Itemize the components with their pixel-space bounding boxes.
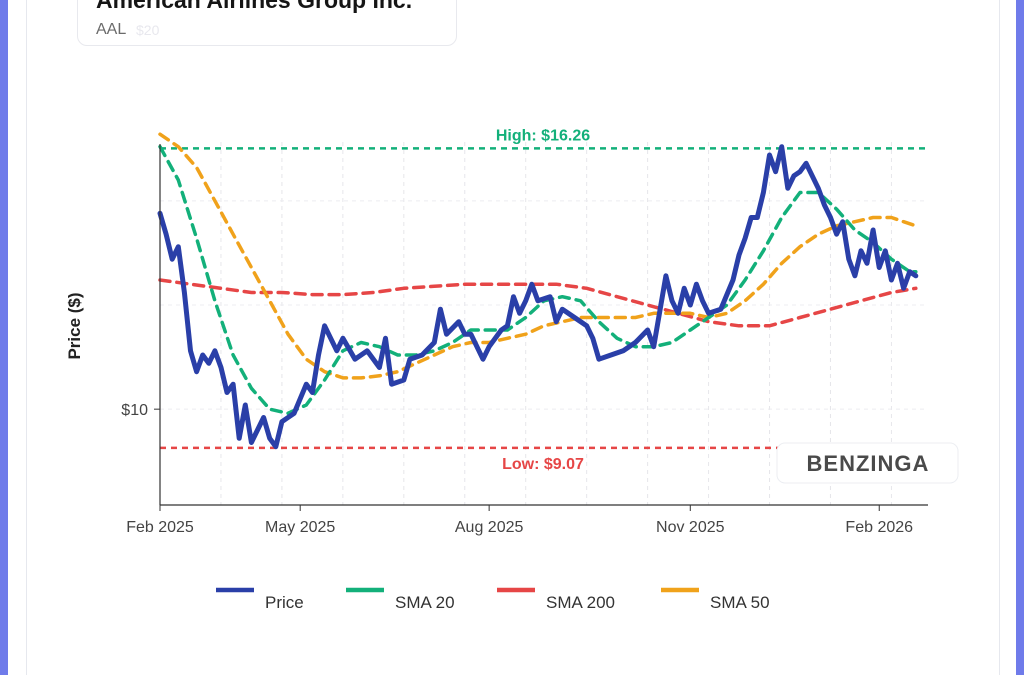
benzinga-watermark: BENZINGA — [807, 451, 930, 476]
x-tick-label: Feb 2026 — [845, 519, 913, 536]
legend-label-sma200: SMA 200 — [546, 593, 615, 612]
legend-label-sma50: SMA 50 — [710, 593, 770, 612]
chart-axes: Feb 2025 May 2025 Aug 2025 Nov 2025 Feb 2026… — [121, 144, 928, 536]
company-name: American Airlines Group Inc. — [96, 0, 413, 13]
series-line-sma50 — [158, 132, 918, 380]
low-label: Low: $9.07 — [502, 456, 584, 473]
chart-grid — [160, 142, 928, 505]
page-frame: $20 American Airlines Group Inc. AAL — [8, 0, 1016, 675]
x-tick-label: May 2025 — [265, 519, 335, 536]
ticker-ghost-label: $20 — [136, 22, 160, 38]
x-tick-label: Nov 2025 — [656, 519, 725, 536]
chart-series — [157, 132, 919, 450]
legend-label-sma20: SMA 20 — [395, 593, 455, 612]
y-tick-label: $10 — [121, 402, 148, 419]
series-line-sma200 — [158, 278, 918, 328]
x-tick-label: Feb 2025 — [126, 519, 194, 536]
series-line-sma20 — [158, 144, 918, 416]
high-label: High: $16.26 — [496, 127, 590, 144]
legend-label-price: Price — [265, 593, 304, 612]
chart-legend: Price SMA 20 SMA 200 SMA 50 — [216, 587, 770, 612]
y-axis-label: Price ($) — [65, 292, 84, 359]
series-line-price — [157, 144, 919, 450]
title-box: $20 American Airlines Group Inc. AAL — [77, 0, 457, 46]
x-tick-label: Aug 2025 — [455, 519, 524, 536]
ticker-symbol: AAL — [96, 21, 127, 38]
watermark-box: BENZINGA — [776, 442, 959, 484]
